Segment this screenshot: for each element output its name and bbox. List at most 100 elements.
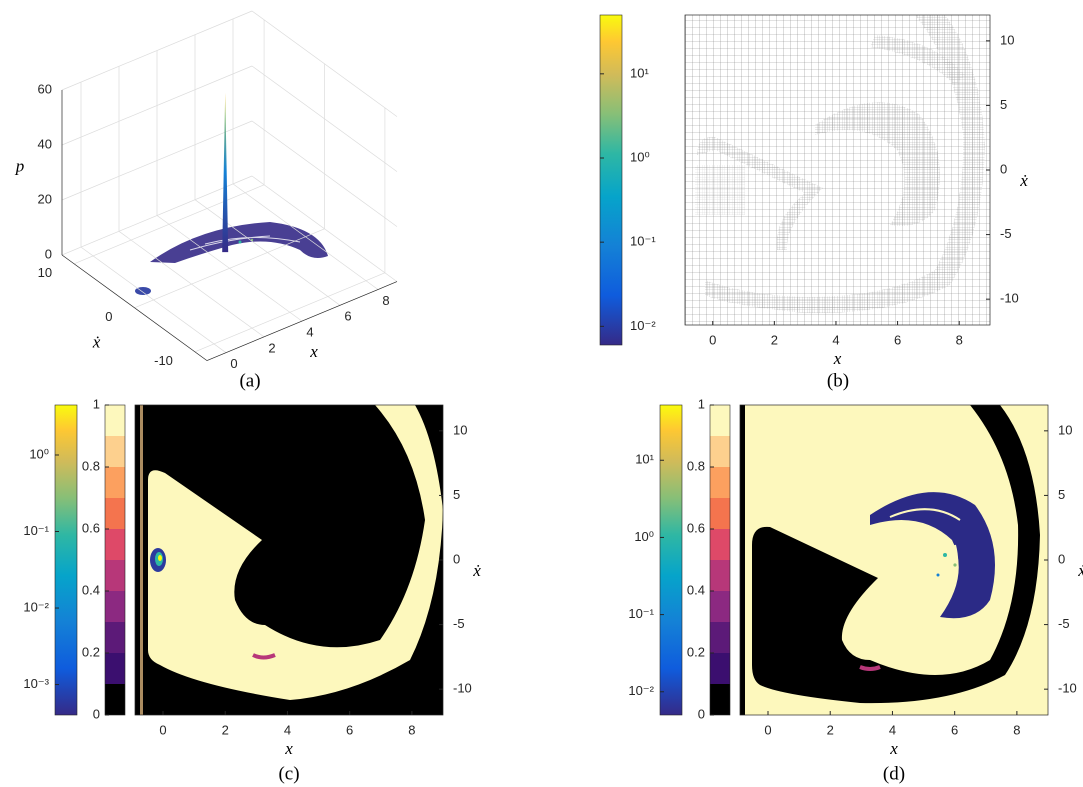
x-tick-label: 0 [159, 722, 166, 737]
z-tick-label: 40 [38, 136, 52, 151]
mesh [685, 15, 990, 325]
surface-patches [135, 222, 328, 295]
y-tick-label: 0 [453, 551, 460, 566]
colorbar-tick-label: 0.2 [82, 644, 100, 659]
caption: (c) [278, 763, 299, 784]
colorbar-tick-label: 0.8 [687, 458, 705, 473]
colorbar-bin [105, 498, 125, 529]
y-tick-label: 10 [453, 422, 467, 437]
colorbar-tick-label: 0.4 [82, 582, 100, 597]
colorbar-tick-label: 10⁰ [29, 446, 49, 461]
colorbar-tick-label: 10⁻² [630, 318, 656, 333]
colorbar-tick-label: 10⁻³ [23, 676, 49, 691]
colorbar-tick-label: 1 [698, 396, 705, 411]
colorbar-tick-label: 1 [93, 396, 100, 411]
colorbar-bin [710, 436, 730, 467]
y-tick-label: -10 [154, 353, 173, 368]
colorbar-tick-label: 10⁻¹ [23, 523, 49, 538]
colorbar [659, 404, 683, 716]
colorbar-tick-label: 0.8 [82, 458, 100, 473]
axis-line [206, 281, 398, 361]
x-tick-label: 8 [956, 332, 963, 347]
axis-line [61, 254, 208, 361]
x-tick-label: 4 [284, 722, 291, 737]
colorbar-bin [710, 653, 730, 684]
colorbar-tick-label: 10⁰ [634, 529, 654, 544]
x-tick-label: 6 [346, 722, 353, 737]
caption: (d) [883, 763, 905, 784]
y-tick-label: -5 [1058, 616, 1070, 631]
colorbar-tick-label: 0.4 [687, 582, 705, 597]
x-tick-label: 4 [306, 325, 313, 340]
colorbar-bin [710, 529, 730, 560]
colorbar-bin [105, 405, 125, 436]
colorbar-bin [710, 560, 730, 591]
peak [222, 92, 229, 253]
x-tick-label: 4 [889, 722, 896, 737]
x-tick-label: 8 [1013, 722, 1020, 737]
y-tick-label: -10 [453, 681, 472, 696]
x-axis-label: x [833, 349, 842, 368]
x-tick-label: 6 [344, 309, 351, 324]
z-tick-label: 20 [38, 191, 52, 206]
colorbar-bin [710, 684, 730, 715]
colorbar-tick-label: 10⁻¹ [628, 606, 654, 621]
colorbar-bin [710, 498, 730, 529]
colorbar-tick-label: 0 [698, 706, 705, 721]
z-tick-label: 0 [45, 246, 52, 261]
y-tick-label: 0 [1000, 161, 1007, 176]
colorbar-bin [105, 591, 125, 622]
colorbar-tick-label: 10⁻² [23, 599, 49, 614]
y-axis-label: ẋ [1077, 561, 1083, 580]
y-tick-label: 10 [1000, 32, 1014, 47]
y-tick-label: 10 [38, 265, 52, 280]
caption: (b) [827, 370, 849, 391]
grid-line [73, 184, 265, 265]
x-tick-label: 2 [827, 722, 834, 737]
x-tick-label: 4 [832, 332, 839, 347]
colorbar-bin [105, 529, 125, 560]
colorbar-tick-label: 10¹ [635, 452, 654, 467]
y-tick-label: 10 [1058, 422, 1072, 437]
colorbar-tick-label: 0.2 [687, 644, 705, 659]
colorbar [104, 404, 126, 716]
x-tick-label: 2 [268, 340, 275, 355]
y-tick-label: -10 [1000, 291, 1019, 306]
colorbar-bin [105, 653, 125, 684]
y-tick-label: -5 [453, 616, 465, 631]
colorbar-bin [105, 560, 125, 591]
x-tick-label: 6 [894, 332, 901, 347]
x-tick-label: 2 [771, 332, 778, 347]
colorbar-tick-label: 10¹ [630, 65, 649, 80]
colorbar [599, 14, 623, 346]
colorbar-bin [710, 622, 730, 653]
grid-line [194, 272, 386, 353]
y-axis-label: ẋ [472, 561, 481, 580]
y-tick-label: 0 [1058, 551, 1065, 566]
basin-map [740, 405, 1048, 715]
caption: (a) [239, 370, 260, 391]
z-axis-label: p [15, 156, 25, 175]
x-tick-label: 6 [951, 722, 958, 737]
y-tick-label: 5 [1058, 487, 1065, 502]
y-axis-label: ẋ [92, 333, 101, 352]
colorbar-tick-label: 0 [93, 706, 100, 721]
colorbar-tick-label: 10⁰ [630, 149, 650, 164]
colorbar [709, 404, 731, 716]
x-tick-label: 8 [408, 722, 415, 737]
colorbar-bin [710, 467, 730, 498]
colorbar-tick-label: 10⁻¹ [630, 234, 656, 249]
colorbar-bin [710, 405, 730, 436]
grid-line [134, 228, 325, 309]
colorbar-bin [105, 684, 125, 715]
x-tick-label: 0 [709, 332, 716, 347]
x-tick-label: 0 [230, 356, 237, 371]
colorbar [54, 404, 78, 716]
basin-map [135, 405, 443, 715]
x-axis-label: x [889, 739, 898, 758]
y-tick-label: 5 [1000, 97, 1007, 112]
y-tick-label: -5 [1000, 226, 1012, 241]
colorbar-tick-label: 0.6 [82, 520, 100, 535]
y-tick-label: 0 [105, 309, 112, 324]
